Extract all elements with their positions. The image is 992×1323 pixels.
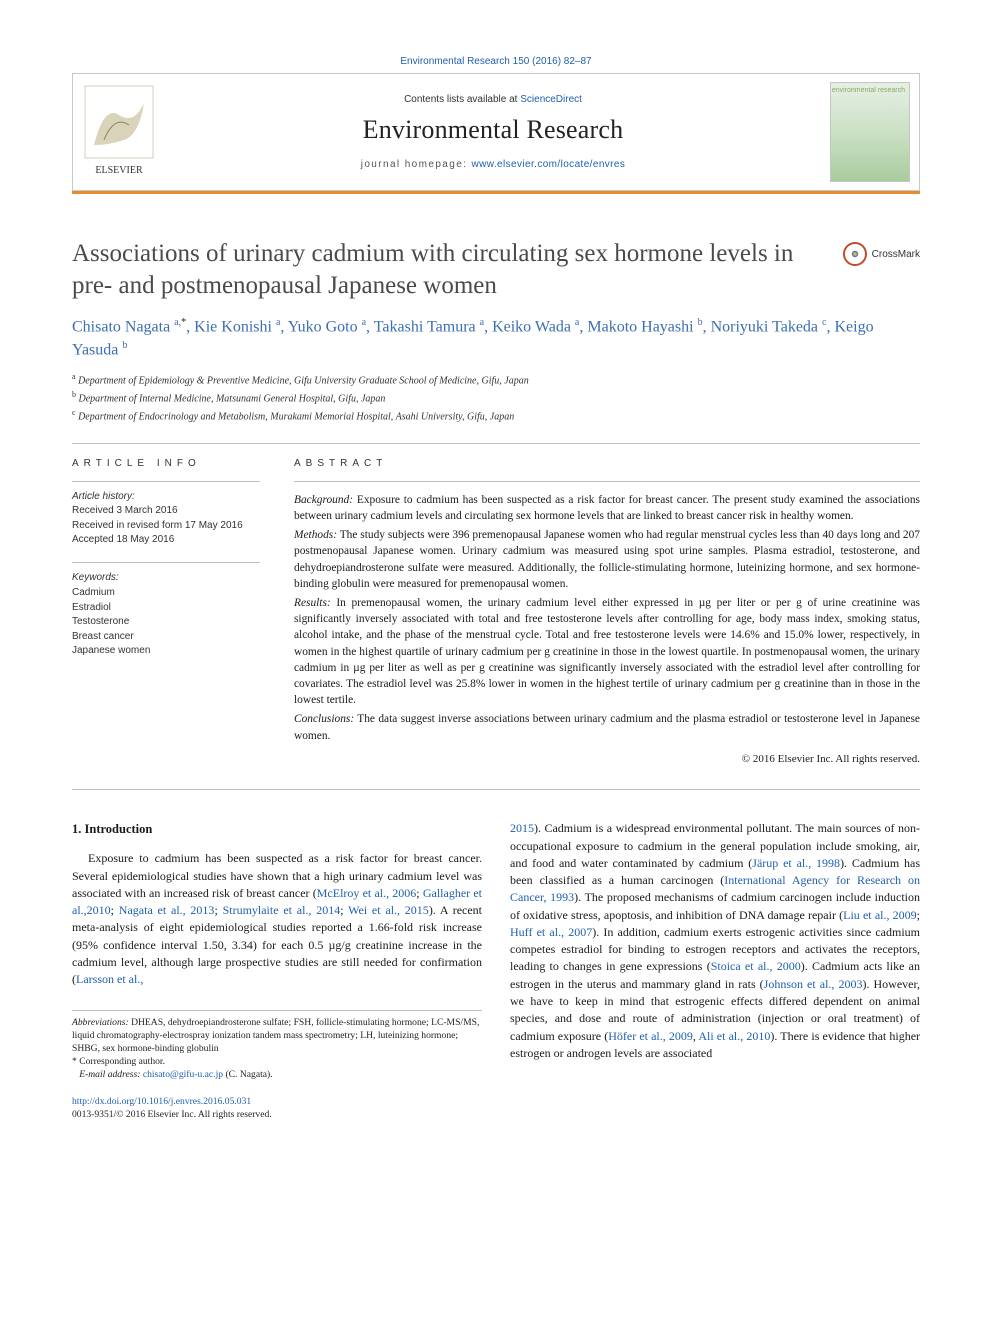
keyword: Japanese women: [72, 644, 260, 659]
section-divider: [72, 789, 920, 790]
orange-divider: [72, 191, 920, 194]
corresponding-author: * Corresponding author.: [72, 1056, 482, 1069]
contents-prefix: Contents lists available at: [404, 94, 520, 105]
intro-paragraph: Exposure to cadmium has been suspected a…: [72, 850, 482, 988]
email-link[interactable]: chisato@gifu-u.ac.jp: [143, 1069, 223, 1080]
results-text: In premenopausal women, the urinary cadm…: [294, 597, 920, 706]
email-line: E-mail address: chisato@gifu-u.ac.jp (C.…: [72, 1069, 482, 1082]
abstract-body: Background: Exposure to cadmium has been…: [294, 481, 920, 767]
column-right: 2015). Cadmium is a widespread environme…: [510, 820, 920, 1122]
article-title: Associations of urinary cadmium with cir…: [72, 238, 843, 302]
sciencedirect-link[interactable]: ScienceDirect: [520, 94, 582, 105]
keyword: Testosterone: [72, 615, 260, 630]
journal-homepage: journal homepage: www.elsevier.com/locat…: [361, 159, 626, 170]
bg-text: Exposure to cadmium has been suspected a…: [294, 494, 920, 522]
affiliation: a Department of Epidemiology & Preventiv…: [72, 371, 920, 389]
keywords-label: Keywords:: [72, 571, 260, 586]
affiliations: a Department of Epidemiology & Preventiv…: [72, 371, 920, 424]
crossmark-label: CrossMark: [872, 249, 920, 260]
body-columns: 1. Introduction Exposure to cadmium has …: [72, 820, 920, 1122]
abbreviations: Abbreviations: DHEAS, dehydroepiandroste…: [72, 1017, 482, 1056]
homepage-link[interactable]: www.elsevier.com/locate/envres: [472, 159, 626, 170]
column-left: 1. Introduction Exposure to cadmium has …: [72, 820, 482, 1122]
received-date: Received 3 March 2016: [72, 505, 178, 516]
revised-date: Received in revised form 17 May 2016: [72, 520, 243, 531]
cover-thumbnail: environmental research: [830, 82, 910, 182]
results-label: Results:: [294, 597, 331, 609]
keyword: Estradiol: [72, 601, 260, 616]
abstract: ABSTRACT Background: Exposure to cadmium…: [294, 444, 920, 767]
header-center: Contents lists available at ScienceDirec…: [165, 74, 821, 190]
abstract-copyright: © 2016 Elsevier Inc. All rights reserved…: [294, 752, 920, 768]
elsevier-logo: ELSEVIER: [73, 74, 165, 190]
journal-name: Environmental Research: [363, 115, 624, 145]
abstract-heading: ABSTRACT: [294, 458, 920, 469]
methods-label: Methods:: [294, 529, 337, 541]
section-heading: 1. Introduction: [72, 820, 482, 838]
doi-block: http://dx.doi.org/10.1016/j.envres.2016.…: [72, 1096, 482, 1122]
article-info-heading: ARTICLE INFO: [72, 458, 260, 469]
methods-text: The study subjects were 396 premenopausa…: [294, 529, 920, 590]
keywords-block: Keywords: Cadmium Estradiol Testosterone…: [72, 562, 260, 659]
footnotes: Abbreviations: DHEAS, dehydroepiandroste…: [72, 1010, 482, 1082]
journal-reference[interactable]: Environmental Research 150 (2016) 82–87: [72, 56, 920, 67]
conclusions-label: Conclusions:: [294, 713, 354, 725]
intro-paragraph-cont: 2015). Cadmium is a widespread environme…: [510, 820, 920, 1062]
history-label: Article history:: [72, 490, 260, 505]
contents-available: Contents lists available at ScienceDirec…: [404, 94, 582, 105]
affiliation: b Department of Internal Medicine, Matsu…: [72, 389, 920, 407]
journal-header: ELSEVIER Contents lists available at Sci…: [72, 73, 920, 191]
accepted-date: Accepted 18 May 2016: [72, 534, 174, 545]
keyword: Cadmium: [72, 586, 260, 601]
journal-cover: environmental research: [821, 74, 919, 190]
homepage-prefix: journal homepage:: [361, 159, 472, 170]
article-history: Article history: Received 3 March 2016 R…: [72, 481, 260, 548]
cover-title: environmental research: [832, 87, 905, 94]
affiliation: c Department of Endocrinology and Metabo…: [72, 407, 920, 425]
issn-copyright: 0013-9351/© 2016 Elsevier Inc. All right…: [72, 1109, 272, 1120]
author-list: Chisato Nagata a,*, Kie Konishi a, Yuko …: [72, 316, 920, 361]
conclusions-text: The data suggest inverse associations be…: [294, 713, 920, 741]
article-info: ARTICLE INFO Article history: Received 3…: [72, 444, 260, 767]
svg-text:ELSEVIER: ELSEVIER: [95, 165, 143, 176]
bg-label: Background:: [294, 494, 353, 506]
crossmark-icon: [843, 242, 867, 266]
doi-link[interactable]: http://dx.doi.org/10.1016/j.envres.2016.…: [72, 1096, 251, 1107]
keyword: Breast cancer: [72, 630, 260, 645]
crossmark-badge[interactable]: CrossMark: [843, 242, 920, 266]
